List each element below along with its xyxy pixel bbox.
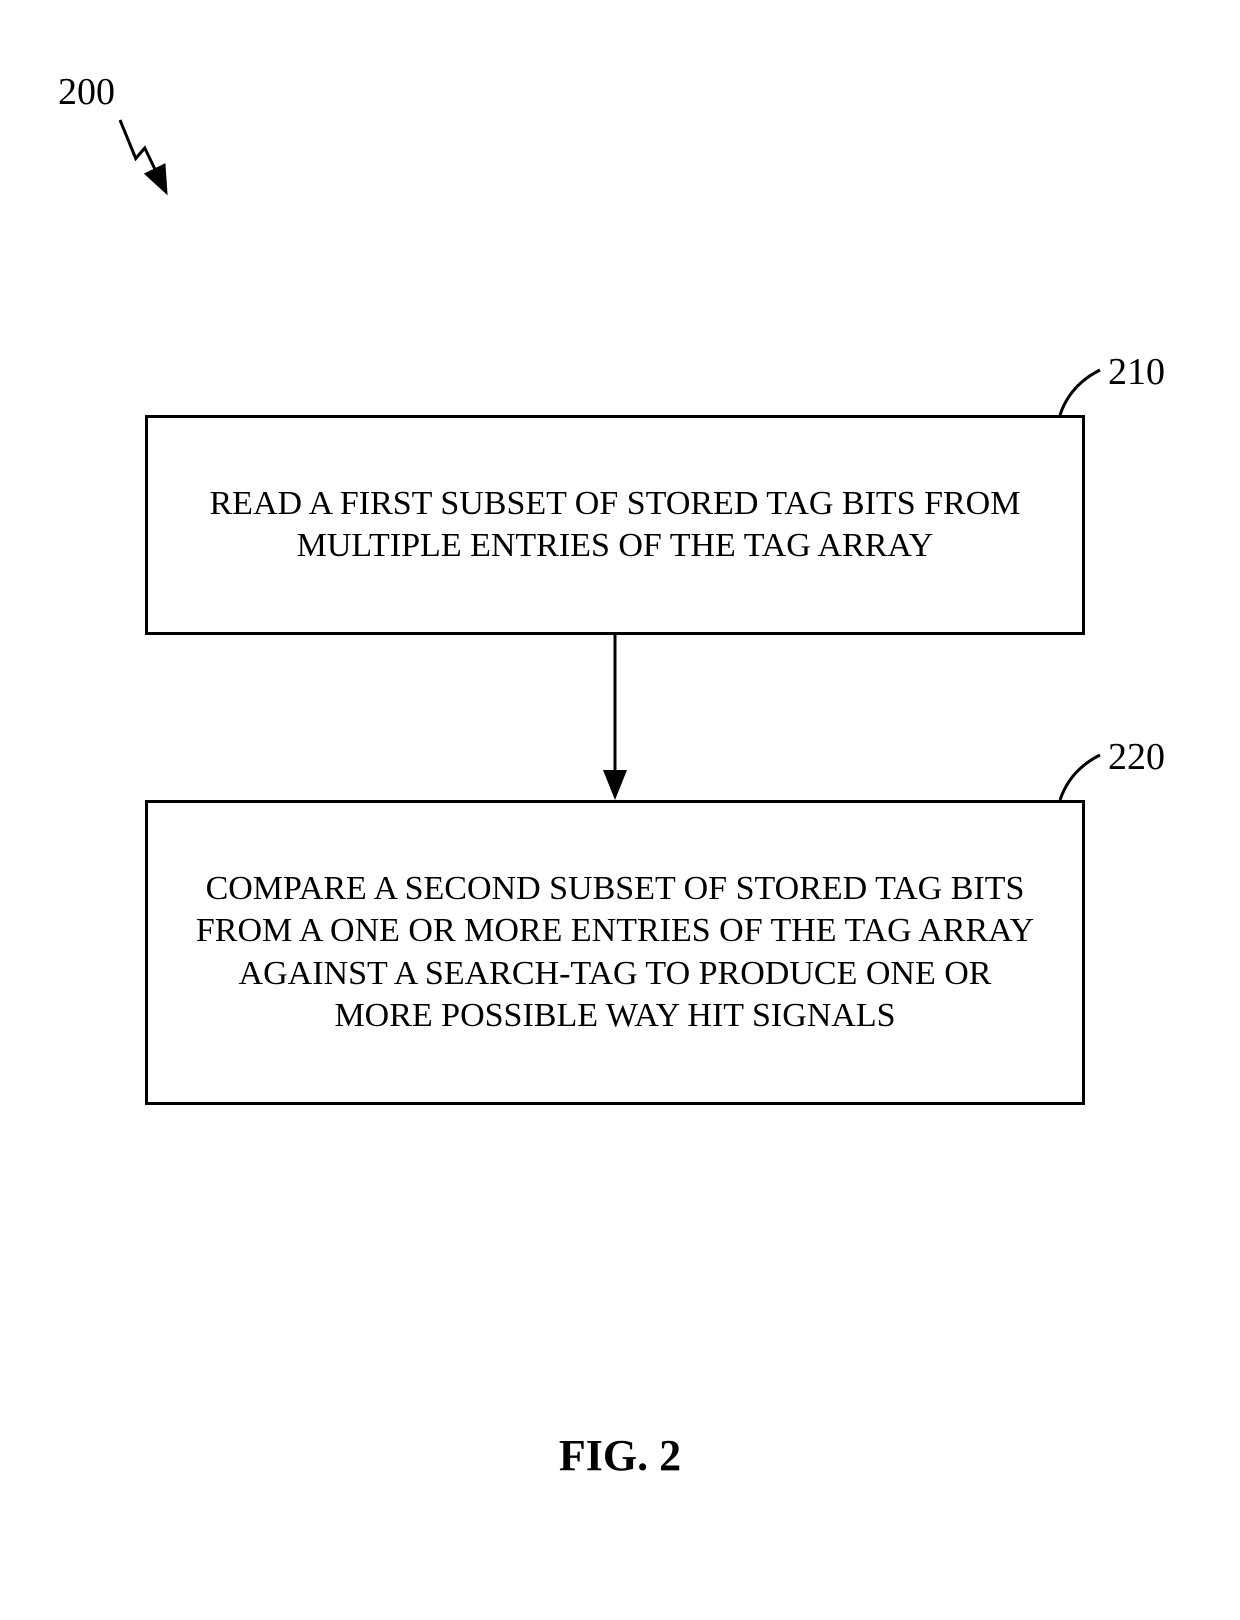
- flow-step-1: READ A FIRST SUBSET OF STORED TAG BITS F…: [145, 415, 1085, 635]
- flow-step-1-ref: 210: [1108, 350, 1165, 394]
- figure-caption: FIG. 2: [0, 1430, 1240, 1481]
- flow-step-2-ref: 220: [1108, 735, 1165, 779]
- diagram-ref-label: 200: [58, 70, 115, 114]
- flow-step-2-text: COMPARE A SECOND SUBSET OF STORED TAG BI…: [188, 868, 1042, 1038]
- figure-canvas: 200 READ A FIRST SUBSET OF STORED TAG BI…: [0, 0, 1240, 1620]
- flow-step-1-text: READ A FIRST SUBSET OF STORED TAG BITS F…: [188, 483, 1042, 568]
- flow-step-2: COMPARE A SECOND SUBSET OF STORED TAG BI…: [145, 800, 1085, 1105]
